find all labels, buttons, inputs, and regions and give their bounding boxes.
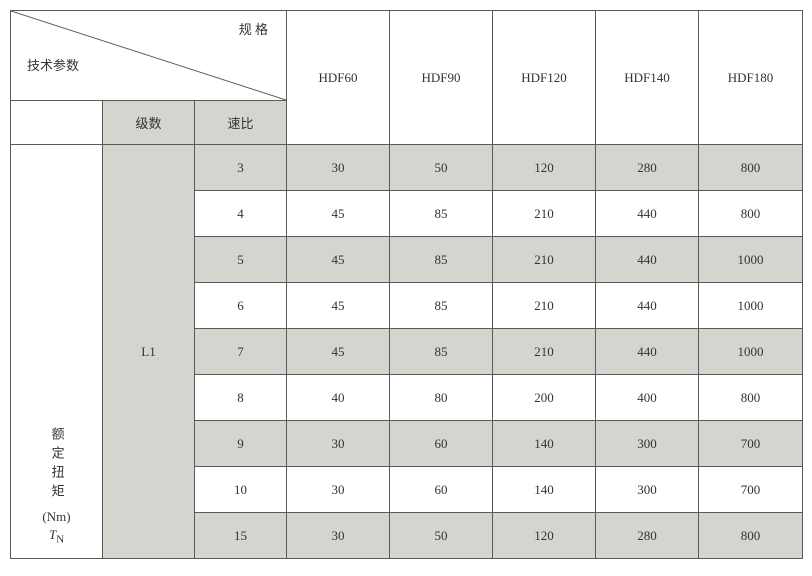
ratio-cell: 7 [195, 329, 287, 375]
value-cell: 1000 [699, 329, 803, 375]
value-cell: 85 [390, 237, 493, 283]
value-cell: 30 [287, 421, 390, 467]
value-cell: 140 [493, 467, 596, 513]
value-cell: 85 [390, 283, 493, 329]
value-cell: 210 [493, 329, 596, 375]
value-cell: 45 [287, 329, 390, 375]
value-cell: 200 [493, 375, 596, 421]
ratio-cell: 6 [195, 283, 287, 329]
value-cell: 1000 [699, 283, 803, 329]
value-cell: 800 [699, 191, 803, 237]
ratio-cell: 4 [195, 191, 287, 237]
value-cell: 280 [596, 145, 699, 191]
model-header: HDF120 [493, 11, 596, 145]
value-cell: 45 [287, 191, 390, 237]
value-cell: 440 [596, 329, 699, 375]
value-cell: 440 [596, 191, 699, 237]
value-cell: 440 [596, 283, 699, 329]
value-cell: 120 [493, 145, 596, 191]
value-cell: 50 [390, 513, 493, 559]
value-cell: 45 [287, 237, 390, 283]
value-cell: 120 [493, 513, 596, 559]
model-header: HDF180 [699, 11, 803, 145]
param-label-cell: 额定扭矩 (Nm) TN [11, 145, 103, 559]
value-cell: 60 [390, 421, 493, 467]
value-cell: 210 [493, 283, 596, 329]
value-cell: 140 [493, 421, 596, 467]
diagonal-header: 规 格技术参数 [11, 11, 287, 101]
value-cell: 800 [699, 513, 803, 559]
value-cell: 300 [596, 421, 699, 467]
ratio-header: 速比 [195, 101, 287, 145]
param-vert-label: 额定扭矩 [47, 427, 65, 503]
value-cell: 60 [390, 467, 493, 513]
value-cell: 800 [699, 145, 803, 191]
model-header: HDF60 [287, 11, 390, 145]
ratio-cell: 3 [195, 145, 287, 191]
stage-header: 级数 [103, 101, 195, 145]
value-cell: 800 [699, 375, 803, 421]
value-cell: 80 [390, 375, 493, 421]
model-header: HDF140 [596, 11, 699, 145]
ratio-cell: 10 [195, 467, 287, 513]
value-cell: 30 [287, 467, 390, 513]
value-cell: 45 [287, 283, 390, 329]
diag-spec-label: 规 格 [239, 19, 268, 38]
diag-param-label: 技术参数 [27, 55, 79, 74]
value-cell: 700 [699, 421, 803, 467]
value-cell: 1000 [699, 237, 803, 283]
param-unit: (Nm) [42, 509, 70, 524]
value-cell: 30 [287, 145, 390, 191]
ratio-cell: 8 [195, 375, 287, 421]
value-cell: 210 [493, 191, 596, 237]
value-cell: 85 [390, 329, 493, 375]
value-cell: 440 [596, 237, 699, 283]
stage-cell: L1 [103, 145, 195, 559]
value-cell: 700 [699, 467, 803, 513]
value-cell: 280 [596, 513, 699, 559]
ratio-cell: 15 [195, 513, 287, 559]
value-cell: 40 [287, 375, 390, 421]
param-symbol: TN [49, 527, 64, 542]
spec-table: 规 格技术参数HDF60HDF90HDF120HDF140HDF180级数速比额… [10, 10, 803, 559]
value-cell: 50 [390, 145, 493, 191]
model-header: HDF90 [390, 11, 493, 145]
ratio-cell: 5 [195, 237, 287, 283]
header-empty [11, 101, 103, 145]
ratio-cell: 9 [195, 421, 287, 467]
value-cell: 400 [596, 375, 699, 421]
value-cell: 210 [493, 237, 596, 283]
value-cell: 30 [287, 513, 390, 559]
value-cell: 300 [596, 467, 699, 513]
value-cell: 85 [390, 191, 493, 237]
